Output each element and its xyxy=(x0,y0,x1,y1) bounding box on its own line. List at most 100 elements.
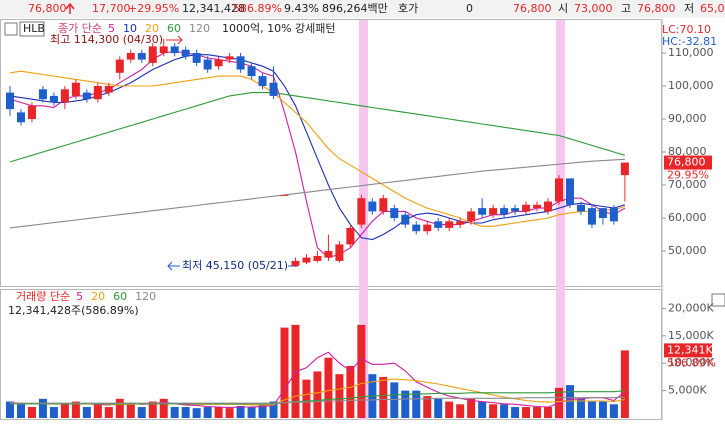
candle-body xyxy=(6,92,14,110)
panel-button[interactable] xyxy=(711,293,725,307)
candle-body xyxy=(93,86,102,100)
y-tick-label: 10,000K xyxy=(668,356,714,369)
volume-bar xyxy=(148,401,157,418)
symbol-box[interactable] xyxy=(19,21,45,37)
volume-bar xyxy=(456,404,465,418)
last-value-label: 12,341K xyxy=(667,343,713,356)
candle-body xyxy=(82,92,91,100)
candle-body xyxy=(280,194,289,196)
legend-entry: 20 xyxy=(145,22,159,35)
price: 76,800 xyxy=(28,2,67,15)
last-value-label: 76,800 xyxy=(667,156,706,169)
volume-bar xyxy=(214,407,223,418)
marks: 50,000 60,000 70,000 80,000 90,000 100,000 110… xyxy=(6,22,716,418)
volume-bar xyxy=(16,404,25,418)
candle-body xyxy=(467,211,476,222)
candle-body xyxy=(565,178,574,205)
candle-body xyxy=(500,208,509,215)
candle-body xyxy=(587,208,596,225)
candle-body xyxy=(412,224,421,232)
ma-line xyxy=(9,50,626,259)
volume-bar xyxy=(269,401,278,418)
volume-bar xyxy=(544,407,553,418)
candle-body xyxy=(126,53,135,60)
ma-line xyxy=(9,158,625,229)
volume-bar xyxy=(533,407,542,418)
y-tick-label: 100,000 xyxy=(668,79,714,92)
volume-bar xyxy=(565,385,574,418)
volume-bar xyxy=(401,390,410,418)
high: 76,800 xyxy=(637,2,676,15)
open-label: 시 xyxy=(558,2,568,15)
volume-bar xyxy=(71,401,80,418)
volume-bar xyxy=(258,404,267,418)
candle-body xyxy=(291,260,300,266)
candle-body xyxy=(38,89,47,100)
legend-title: 거래량 단순 xyxy=(16,290,70,303)
volume-bar xyxy=(280,327,289,418)
volume-bar xyxy=(313,371,322,418)
volume-bar xyxy=(247,407,256,418)
candle-body xyxy=(609,208,618,222)
volume-bar xyxy=(522,407,531,418)
candle-body xyxy=(247,66,256,77)
candle-body xyxy=(27,105,36,120)
legend-entry: 20 xyxy=(91,290,105,303)
volume-bar xyxy=(104,407,113,418)
volume-bar xyxy=(609,404,618,418)
note-arrow xyxy=(166,35,183,45)
volume-bar xyxy=(598,401,607,418)
hc: HC:-32.81 xyxy=(662,35,717,48)
legend-entry: 5 xyxy=(76,290,83,303)
volume-bar xyxy=(511,407,520,418)
high-note: 최고 114,300 (04/30) xyxy=(50,33,163,46)
y-tick-label: 50,000 xyxy=(668,244,707,257)
candle-body xyxy=(390,208,399,219)
volume-bar xyxy=(302,379,311,418)
settings-icon[interactable] xyxy=(4,22,18,36)
candle-body xyxy=(456,221,465,225)
candle-body xyxy=(555,178,563,202)
candle-body xyxy=(533,204,542,209)
volume-bar xyxy=(126,404,135,418)
legend-title: 종가 단순 xyxy=(58,22,102,35)
rate: +29.95% xyxy=(128,2,179,15)
symbol: HLB xyxy=(23,22,45,35)
volume-bar xyxy=(412,390,421,418)
candle-body xyxy=(159,46,168,54)
candle-body xyxy=(49,95,58,103)
candle-body xyxy=(335,244,344,261)
volume-bar xyxy=(489,404,498,418)
candle-body xyxy=(357,198,366,225)
candle-body xyxy=(423,224,432,232)
candle-body xyxy=(269,82,278,96)
legend-entry: 120 xyxy=(189,22,210,35)
volume-bar xyxy=(49,407,58,418)
candle-body xyxy=(489,208,498,215)
y-tick-label: 70,000 xyxy=(668,178,707,191)
quote: 0 xyxy=(466,2,473,15)
candle-body xyxy=(598,208,607,219)
volume-bar xyxy=(38,398,47,418)
candle-body xyxy=(71,82,80,96)
volume-bar xyxy=(60,404,69,418)
high-label: 고 xyxy=(621,2,631,15)
legend-entry: 60 xyxy=(167,22,181,35)
y-tick-label: 60,000 xyxy=(668,211,707,224)
low-note: 최저 45,150 (05/21) xyxy=(182,259,288,272)
candle-body xyxy=(225,56,234,60)
volume-bar xyxy=(115,398,124,418)
volume-ratio: 586.89% xyxy=(233,2,282,15)
candle-body xyxy=(368,201,377,212)
candle-body xyxy=(258,76,267,87)
volume-bar xyxy=(478,401,487,418)
volume-bar xyxy=(423,396,432,418)
ma-line xyxy=(10,390,625,405)
candle-body xyxy=(302,257,311,263)
volume-bar xyxy=(6,401,14,418)
change: 17,700 xyxy=(92,2,131,15)
candle-body xyxy=(137,53,146,60)
volume-bar xyxy=(587,401,596,418)
change-label: 29.95% xyxy=(667,169,709,182)
